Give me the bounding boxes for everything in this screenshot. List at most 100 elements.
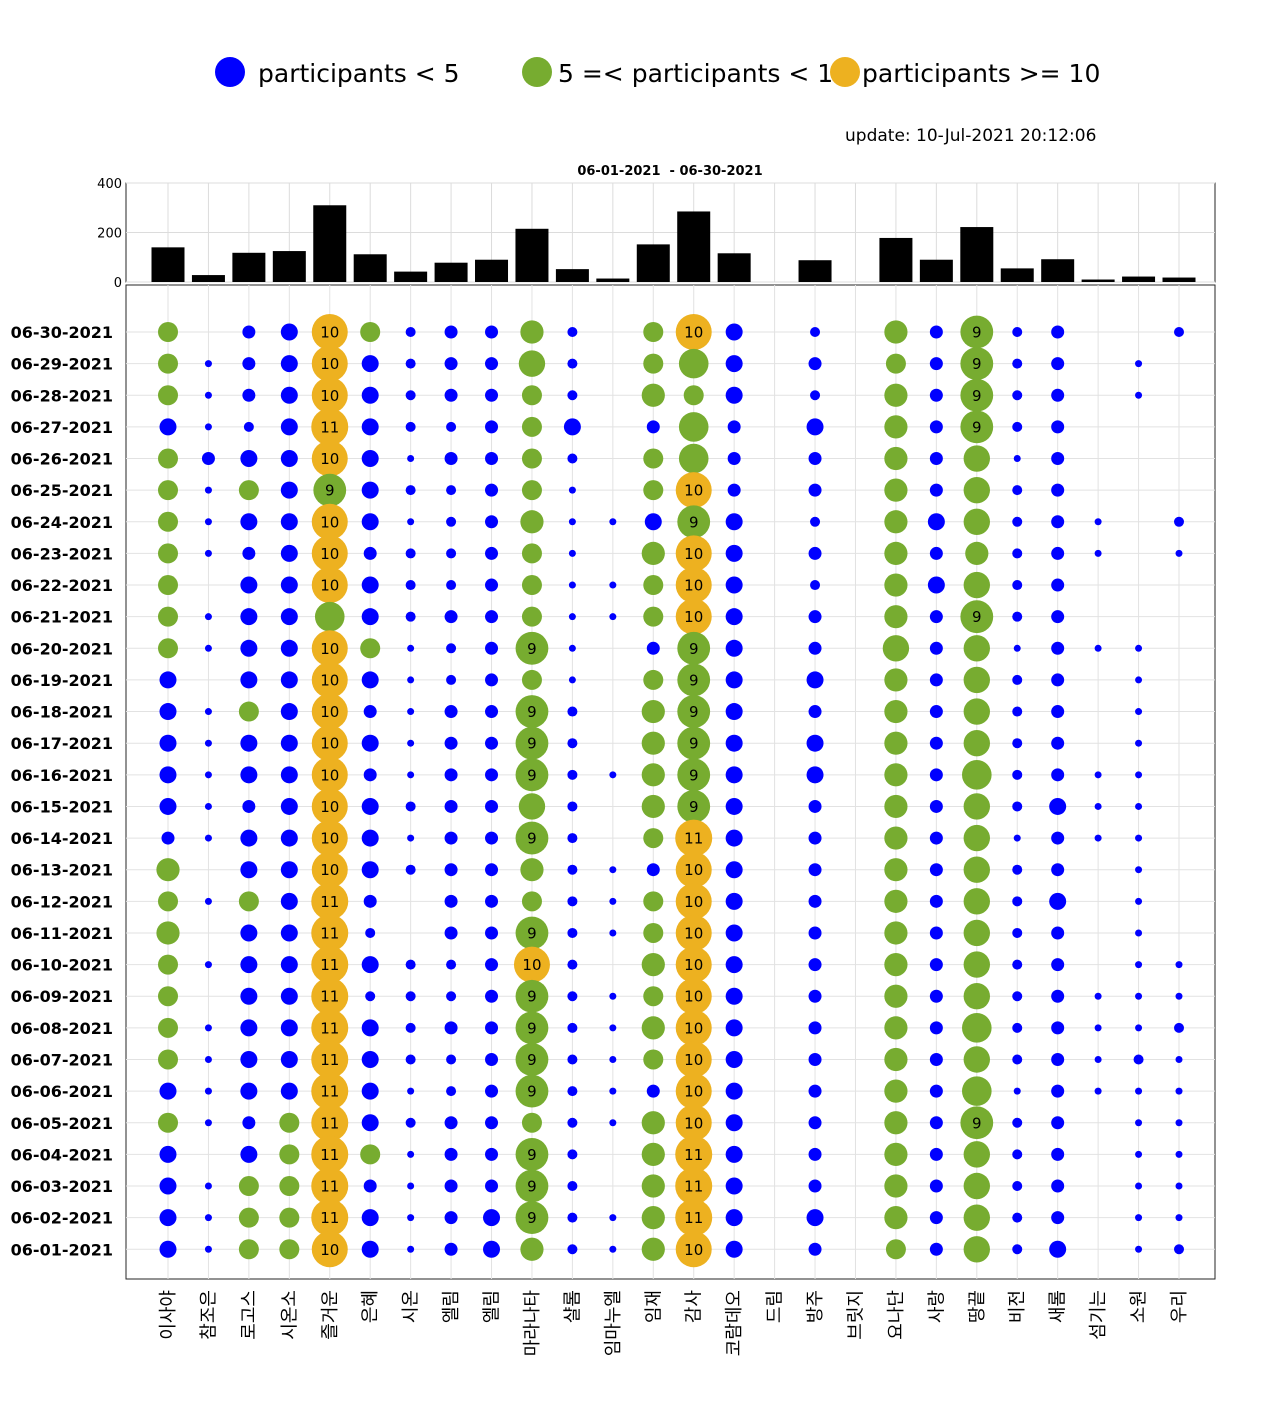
bubble-value-label: 11	[320, 1209, 339, 1227]
bubble-15-19	[929, 799, 943, 813]
bubble-value-label: 11	[320, 956, 339, 974]
bubble-15-8	[485, 799, 499, 813]
bubble-17-16	[808, 863, 822, 877]
bubble-29-12	[641, 1237, 665, 1261]
bubble-5-19	[929, 483, 943, 497]
bubble-value-label: 10	[684, 1114, 703, 1132]
bubble-10-24	[1135, 644, 1143, 652]
bubble-19-4	[311, 914, 349, 952]
bubble-25-4	[311, 1104, 349, 1142]
legend-dot-small	[215, 57, 245, 87]
bubble-19-21	[1012, 927, 1023, 938]
bubble-4-18	[884, 446, 908, 471]
bubble-24-2	[240, 1082, 258, 1100]
bubble-22-22	[1051, 1021, 1065, 1035]
bubble-8-20	[963, 571, 990, 599]
bubble-value-label: 10	[320, 513, 339, 531]
bubble-3-12	[646, 420, 660, 434]
bubble-27-20	[963, 1172, 990, 1200]
bubble-27-22	[1051, 1179, 1065, 1193]
bubble-12-6	[407, 708, 415, 716]
bubble-20-10	[567, 959, 578, 970]
bubble-1-3	[280, 355, 298, 373]
date-label: 06-02-2021	[11, 1209, 113, 1228]
bubble-27-1	[204, 1182, 212, 1190]
bubble-value-label: 10	[320, 355, 339, 373]
bubble-28-25	[1175, 1214, 1183, 1222]
bubble-13-3	[280, 734, 298, 752]
category-label: 감사	[684, 1290, 705, 1324]
bubble-23-3	[280, 1050, 298, 1068]
bubble-12-5	[363, 705, 377, 719]
bubble-value-label: 10	[320, 387, 339, 405]
bubble-11-9	[521, 669, 542, 690]
date-labels: 06-30-2021 06-29-2021 06-28-2021 06-27-2021…	[11, 323, 113, 1259]
date-label: 06-04-2021	[11, 1145, 113, 1164]
bubble-value-label: 10	[684, 1051, 703, 1069]
bubble-5-2	[238, 480, 259, 501]
bubble-14-3	[280, 766, 298, 784]
category-label: 로고스	[239, 1290, 260, 1340]
bubble-29-1	[204, 1245, 212, 1253]
date-label: 06-30-2021	[11, 323, 113, 342]
bubble-28-13	[675, 1199, 713, 1237]
bubble-29-14	[725, 1240, 743, 1258]
bubble-6-4	[311, 503, 348, 540]
bubble-26-5	[360, 1144, 381, 1165]
bubble-12-9	[515, 695, 549, 728]
category-label: 요나단	[886, 1290, 907, 1340]
bubble-11-24	[1135, 676, 1143, 684]
bubble-29-24	[1135, 1245, 1143, 1253]
bubble-20-12	[641, 953, 665, 977]
bubble-3-8	[485, 420, 499, 434]
bubble-11-16	[806, 671, 824, 689]
bubble-1-6	[405, 358, 416, 369]
bubble-28-6	[407, 1214, 415, 1222]
bubble-28-22	[1051, 1211, 1065, 1225]
bubble-12-13	[677, 695, 711, 728]
bubble-value-label: 9	[527, 1083, 537, 1101]
legend-label-small: participants < 5	[258, 59, 460, 88]
bubble-1-21	[1012, 358, 1023, 369]
bubble-7-20	[965, 541, 989, 566]
bubble-7-8	[485, 546, 499, 560]
bubble-7-12	[641, 541, 665, 566]
bubble-13-18	[884, 731, 908, 755]
bubble-8-4	[311, 567, 348, 604]
bubble-8-8	[485, 578, 499, 592]
bubble-15-23	[1094, 802, 1102, 810]
bar-y-tick-label: 400	[97, 177, 122, 192]
bubble-18-21	[1012, 896, 1023, 907]
bubble-8-16	[810, 580, 821, 591]
bubble-21-8	[485, 989, 499, 1003]
bubble-0-4	[311, 314, 348, 350]
bubble-16-2	[240, 829, 258, 847]
bubble-3-16	[806, 418, 824, 436]
bubble-4-13	[678, 443, 709, 474]
bubble-16-5	[361, 829, 379, 847]
bubble-11-21	[1012, 674, 1023, 685]
bubble-18-22	[1049, 892, 1067, 910]
legend-dot-large	[830, 57, 860, 87]
bubble-26-3	[279, 1144, 300, 1165]
bubble-15-20	[963, 793, 990, 820]
bubble-0-18	[884, 320, 908, 344]
bubble-value-label: 9	[689, 766, 699, 784]
bubble-13-20	[963, 729, 990, 757]
bubble-16-23	[1094, 834, 1102, 842]
bubble-14-4	[311, 756, 348, 793]
bubble-5-8	[485, 483, 499, 497]
bubble-value-label: 10	[684, 324, 703, 342]
bubble-16-24	[1135, 834, 1143, 842]
bubble-20-4	[311, 946, 349, 984]
bubble-14-13	[677, 758, 711, 792]
bubble-13-21	[1012, 738, 1023, 749]
bubble-28-16	[806, 1209, 824, 1227]
bubble-23-10	[567, 1054, 578, 1065]
date-label: 06-19-2021	[11, 671, 113, 690]
bubble-6-0	[158, 511, 178, 532]
bubble-12-10	[567, 706, 578, 717]
bubble-value-label: 10	[320, 671, 339, 689]
bubble-13-2	[240, 734, 258, 752]
bubble-6-2	[240, 513, 258, 531]
